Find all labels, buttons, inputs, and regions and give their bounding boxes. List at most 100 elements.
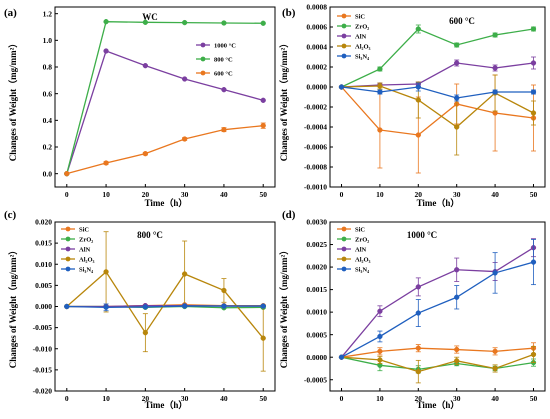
y-tick-label: 0.2 [43, 143, 53, 152]
y-tick-label: 0.0004 [306, 43, 327, 52]
data-point [530, 26, 537, 32]
data-point [181, 76, 188, 82]
legend: SiC ZrO₂ AlN Al₂O₃ Si₃N₄ [337, 13, 371, 60]
data-point [492, 65, 498, 71]
y-tick-label: 0.8 [43, 63, 53, 72]
legend-entry: SiC [355, 226, 365, 233]
series-4 [338, 345, 537, 384]
data-point [103, 160, 109, 166]
y-tick-label: -0.0010 [304, 183, 327, 192]
data-point [454, 60, 460, 66]
data-point [103, 304, 109, 310]
series-5 [338, 82, 537, 102]
data-point [181, 136, 188, 142]
x-tick-label: 20 [142, 394, 150, 403]
x-tick-label: 10 [376, 190, 384, 199]
series-line [341, 353, 534, 373]
legend: SiC ZrO₂ AlN Al₂O₃ Si₃N₄ [337, 226, 371, 273]
series-line [66, 50, 264, 174]
data-point [492, 348, 498, 354]
data-point [415, 97, 421, 103]
series-line [341, 62, 534, 88]
plot-frame [329, 6, 546, 188]
plot-frame [54, 6, 276, 188]
data-point [377, 333, 383, 340]
y-tick-label: 0.6 [43, 89, 53, 98]
y-tick-label: 0.0015 [306, 285, 327, 294]
panel-1: (a) WC 0 10 20 30 40 50 0.0 0.2 0.4 0.6 0.8 1.0 1.2 Tim… [4, 6, 276, 208]
series-group [338, 238, 537, 384]
data-point [338, 354, 345, 360]
legend-entry: Si₃N₄ [79, 266, 93, 273]
y-tick-label: 1.0 [43, 36, 53, 45]
x-tick-label: 10 [102, 394, 110, 403]
series-line [341, 86, 534, 136]
data-point [415, 345, 421, 351]
panel-title: 1000 °C [407, 230, 437, 240]
legend-marker [341, 23, 347, 29]
data-point [415, 84, 421, 90]
legend-marker [341, 33, 347, 39]
y-tick-label: 0.0020 [306, 263, 327, 272]
y-tick-label: -0.015 [33, 365, 53, 374]
data-point [530, 351, 537, 358]
x-axis-label: Time（h） [417, 198, 460, 208]
data-point [221, 20, 227, 26]
y-tick-label: 0.0000 [306, 83, 327, 92]
x-tick-label: 50 [530, 190, 538, 199]
legend-entry: ZrO₂ [355, 23, 369, 30]
data-point [454, 42, 460, 48]
series-line [341, 347, 534, 358]
legend-entry: Si₃N₄ [355, 266, 369, 273]
data-point [377, 357, 383, 363]
y-tick-label: -0.005 [33, 323, 53, 332]
legend: SiC ZrO₂ AlN Al₂O₃ Si₃N₄ [61, 226, 95, 273]
x-tick-label: 0 [65, 394, 69, 403]
data-point [181, 19, 188, 26]
y-tick-label: 0.4 [43, 116, 53, 125]
x-tick-label: 10 [102, 190, 110, 199]
x-tick-label: 20 [142, 190, 150, 199]
y-tick-label: 0.0010 [306, 308, 327, 317]
series-3 [338, 238, 537, 360]
x-tick-label: 30 [181, 394, 189, 403]
series-line [66, 305, 264, 308]
x-tick-label: 10 [376, 394, 384, 403]
data-point [377, 348, 383, 354]
x-tick-label: 30 [453, 394, 461, 403]
x-tick-label: 20 [415, 190, 423, 199]
x-tick-label: 40 [220, 190, 228, 199]
x-tick-label: 0 [340, 190, 344, 199]
data-point [221, 287, 227, 294]
legend-entry: 600 °C [214, 70, 233, 77]
x-tick-label: 40 [220, 394, 228, 403]
data-point [142, 19, 149, 25]
panel-label: (d) [282, 209, 296, 221]
y-tick-label: 0.000 [35, 302, 52, 311]
panel-label: (b) [282, 7, 296, 19]
legend-marker [341, 13, 347, 19]
legend-entry: Al₂O₃ [79, 256, 95, 263]
data-point [530, 60, 537, 66]
x-tick-label: 50 [530, 394, 538, 403]
y-tick-label: 0.005 [35, 281, 52, 290]
panel-label: (c) [4, 209, 17, 221]
y-tick-label: 0.0002 [306, 63, 327, 72]
panel-3: (c) 800 °C 0 10 20 30 40 50 -0.020 -0.015 -0.010 -0… [4, 209, 276, 410]
data-point [415, 132, 421, 138]
data-point [492, 32, 498, 38]
legend-entry: AlN [355, 33, 367, 40]
x-axis-label: Time（h） [145, 400, 188, 410]
data-point [415, 284, 421, 290]
data-point [377, 83, 383, 89]
data-point [260, 303, 266, 309]
y-tick-label: -0.0005 [304, 375, 327, 384]
legend-entry: Al₂O₃ [355, 256, 371, 263]
legend-marker [200, 42, 206, 48]
data-point [103, 48, 109, 54]
plot-frame [329, 221, 546, 392]
y-tick-label: 0.0005 [306, 330, 327, 339]
panel-2: (b) 600 °C 0 10 20 30 40 50 -0.0010 -0.0008 -0.000… [279, 3, 546, 208]
data-point [415, 310, 421, 316]
panel-4: (d) 1000 °C 0 10 20 30 40 50 -0.0005 0.0000 0.0005… [279, 209, 546, 410]
